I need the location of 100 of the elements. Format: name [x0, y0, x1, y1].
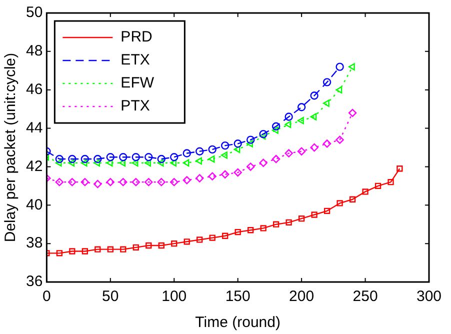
y-tick-label: 48	[26, 42, 43, 60]
point	[322, 100, 330, 107]
legend-label: EFW	[120, 74, 155, 92]
point	[284, 120, 292, 128]
point	[234, 228, 241, 236]
point	[157, 178, 166, 186]
point	[94, 180, 102, 188]
point	[248, 227, 254, 234]
point	[182, 149, 191, 158]
point	[221, 141, 230, 150]
point	[272, 122, 280, 130]
point	[222, 232, 228, 239]
point	[348, 63, 355, 70]
x-tick-label: 50	[102, 288, 119, 306]
point	[234, 146, 240, 154]
point	[132, 159, 138, 167]
point	[196, 174, 204, 182]
point	[208, 155, 215, 163]
point	[94, 154, 102, 164]
point	[144, 178, 153, 186]
point	[107, 246, 114, 252]
point	[349, 196, 356, 202]
point	[196, 157, 202, 165]
point	[55, 159, 62, 167]
legend-label: PRD	[120, 28, 153, 46]
point	[208, 172, 216, 180]
point	[259, 132, 266, 140]
point	[68, 178, 76, 186]
point	[336, 200, 343, 206]
point	[336, 86, 342, 94]
point	[221, 170, 230, 178]
point	[297, 116, 304, 124]
point	[234, 168, 242, 177]
point	[246, 140, 253, 148]
point	[56, 250, 63, 256]
point	[158, 242, 164, 249]
point	[374, 182, 382, 190]
x-tick-label: 200	[289, 288, 314, 306]
point	[55, 154, 64, 164]
point	[132, 178, 140, 186]
point	[170, 159, 176, 167]
point	[106, 159, 113, 167]
point	[106, 178, 115, 186]
point	[324, 208, 330, 214]
point	[348, 108, 357, 118]
point	[286, 219, 292, 226]
legend-label: PTX	[120, 98, 150, 115]
point	[208, 145, 216, 154]
point	[157, 154, 166, 164]
point	[322, 140, 332, 148]
point	[184, 238, 190, 245]
y-tick-label: 40	[26, 196, 43, 214]
point	[94, 159, 100, 167]
point	[336, 62, 344, 71]
point	[80, 159, 88, 167]
point	[157, 159, 164, 167]
point	[234, 140, 242, 148]
point	[119, 178, 128, 186]
point	[196, 147, 204, 156]
point	[82, 248, 88, 254]
point	[68, 154, 76, 164]
point	[272, 154, 280, 164]
point	[284, 112, 293, 121]
point	[388, 179, 394, 186]
y-tick-label: 46	[26, 81, 43, 98]
point	[146, 242, 152, 249]
point	[94, 246, 101, 252]
point	[119, 153, 128, 162]
point	[221, 152, 228, 159]
point	[132, 244, 139, 250]
y-tick-label: 44	[26, 119, 43, 136]
point	[297, 103, 306, 112]
x-tick-label: 250	[352, 288, 378, 306]
point	[298, 216, 305, 222]
point	[68, 159, 75, 167]
point	[272, 126, 278, 134]
point	[322, 78, 332, 86]
point	[55, 178, 64, 186]
point	[182, 176, 191, 184]
point	[120, 246, 126, 252]
point	[182, 159, 190, 167]
point	[284, 149, 293, 158]
point	[311, 212, 318, 218]
point	[246, 136, 255, 144]
x-tick-label: 100	[162, 288, 187, 306]
point	[310, 143, 318, 152]
point	[80, 154, 90, 164]
point	[246, 162, 255, 171]
point	[273, 221, 280, 228]
y-axis-title: Delay per packet (unit:cycle)	[2, 52, 20, 242]
point	[144, 153, 153, 162]
point	[171, 240, 178, 247]
point	[336, 136, 344, 144]
y-tick-label: 38	[26, 234, 43, 252]
point	[310, 113, 317, 120]
point	[260, 225, 266, 232]
point	[132, 153, 140, 162]
point	[209, 234, 216, 241]
x-axis-title: Time (round)	[195, 314, 280, 332]
point	[310, 92, 318, 100]
